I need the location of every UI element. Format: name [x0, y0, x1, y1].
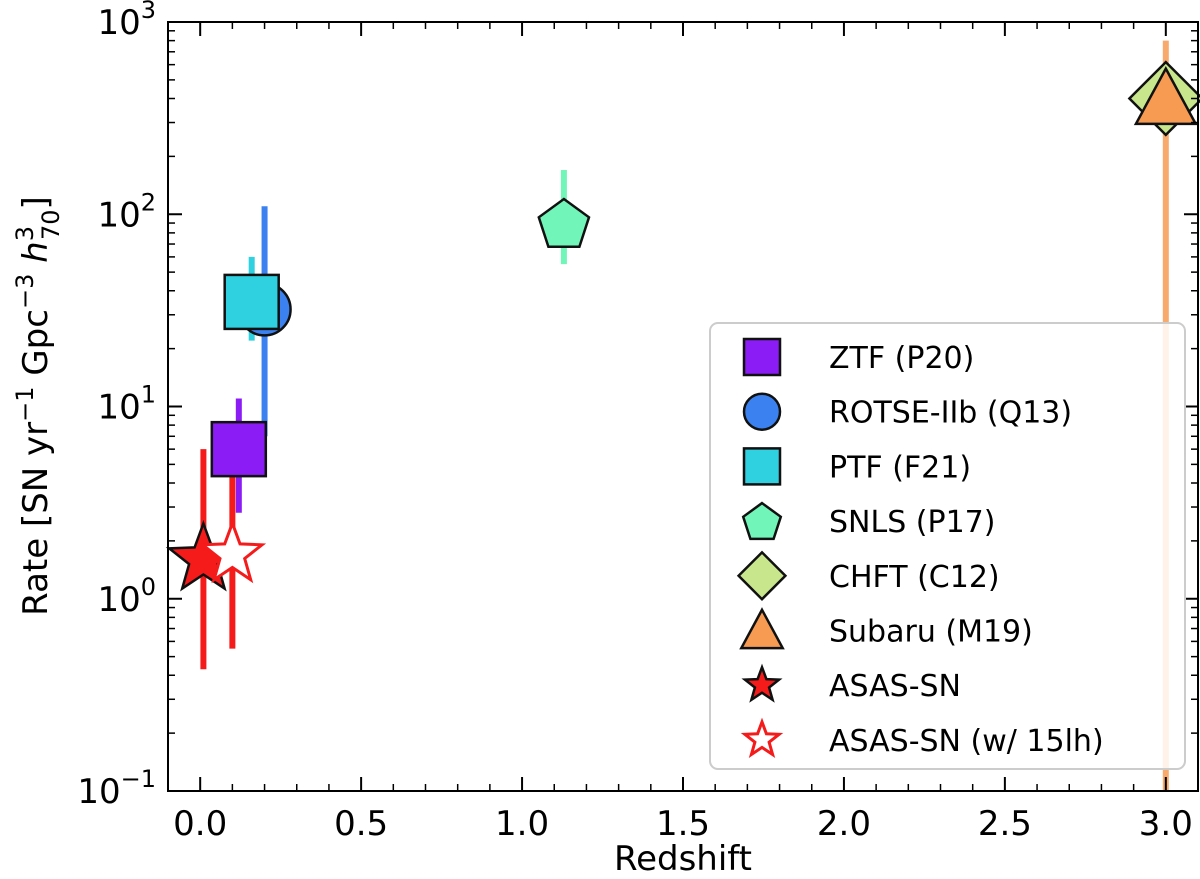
- data-point: [223, 273, 280, 331]
- x-tick-label: 2.5: [978, 804, 1032, 844]
- legend-marker: [739, 607, 785, 650]
- y-axis-title: Rate [SN yr−1 Gpc−3 h370]: [11, 196, 65, 616]
- y-tick-label: 10−1: [77, 765, 156, 812]
- y-tick-label: 103: [97, 0, 156, 43]
- y-tick-label: 102: [97, 188, 156, 235]
- legend-marker: [736, 550, 788, 601]
- y-tick-label: 100: [97, 573, 156, 620]
- marker-layer: [165, 60, 1200, 592]
- x-tick-label: 1.5: [656, 804, 710, 844]
- legend-marker: [741, 501, 783, 541]
- legend-marker: [742, 447, 782, 486]
- legend-box: [709, 322, 1186, 770]
- tick-layer: [168, 21, 1198, 792]
- legend-marker: [740, 717, 784, 759]
- legend-marker: [742, 392, 782, 431]
- legend-label: CHFT (C12): [829, 560, 1000, 595]
- legend-label: SNLS (P17): [829, 505, 995, 540]
- x-tick-label: 0.5: [334, 804, 388, 844]
- x-tick-label: 2.0: [817, 804, 871, 844]
- data-point: [537, 197, 591, 249]
- legend: ZTF (P20) ROTSE-IIb (Q13) PTF (F21) SNLS (P…: [709, 322, 1186, 770]
- x-tick-label: 0.0: [173, 804, 227, 844]
- legend-label: Subaru (M19): [829, 615, 1033, 650]
- data-point: [1133, 65, 1198, 126]
- legend-label: PTF (F21): [829, 450, 971, 485]
- x-tick-label: 3.0: [1139, 804, 1193, 844]
- data-point: [210, 420, 268, 478]
- tick-label-layer: 0.0 0.5 1.0 1.5 2.0 2.5 3.0 10−1 100 101 102 103: [77, 0, 1193, 844]
- data-point: [198, 518, 267, 584]
- legend-label: ROTSE-IIb (Q13): [829, 396, 1072, 431]
- legend-label: ASAS-SN (w/ 15lh): [829, 724, 1104, 759]
- legend-label: ASAS-SN: [829, 669, 961, 704]
- x-axis-title: Redshift: [614, 839, 752, 879]
- legend-marker: [742, 337, 782, 377]
- y-tick-label: 101: [97, 381, 156, 428]
- legend-marker: [741, 663, 783, 703]
- legend-label: ZTF (P20): [829, 341, 974, 376]
- x-tick-label: 1.0: [495, 804, 549, 844]
